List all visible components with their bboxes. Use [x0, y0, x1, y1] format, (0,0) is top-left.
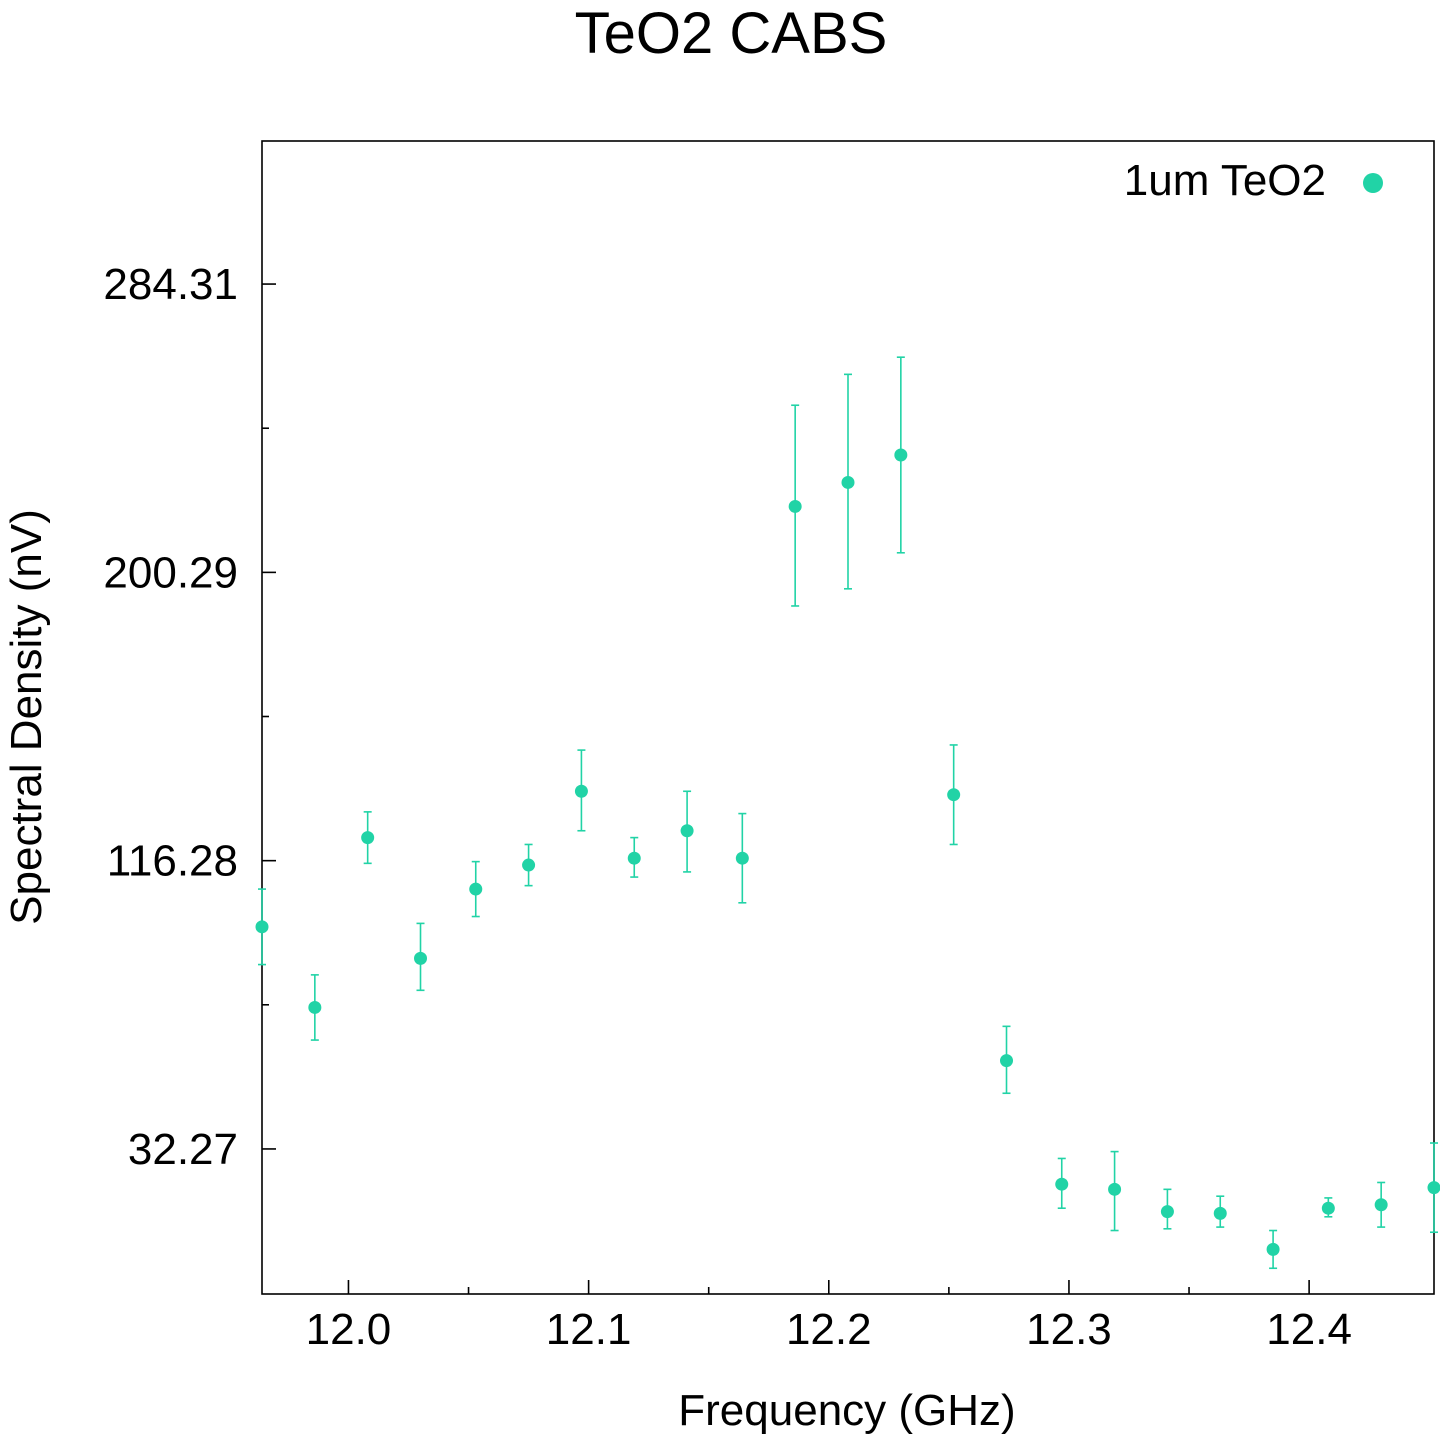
- x-tick-label: 12.0: [306, 1305, 392, 1354]
- data-point: [1108, 1182, 1122, 1196]
- data-point: [680, 824, 694, 838]
- data-point: [1055, 1177, 1069, 1191]
- data-point: [894, 448, 908, 462]
- y-tick-label: 116.28: [107, 837, 238, 886]
- chart-title: TeO2 CABS: [575, 1, 888, 66]
- data-markers: [255, 448, 1440, 1256]
- data-point: [1266, 1242, 1280, 1256]
- x-tick-label: 12.1: [546, 1305, 632, 1354]
- data-point: [788, 499, 802, 513]
- data-point: [1160, 1205, 1174, 1219]
- data-point: [735, 851, 749, 865]
- data-point: [361, 831, 375, 845]
- data-point: [574, 784, 588, 798]
- data-point: [1000, 1054, 1014, 1068]
- error-bars: [258, 356, 1438, 1270]
- axes: 12.0 12.1 12.2 12.3 12.4 32.27 116.28 200.29 284…: [103, 140, 1435, 1354]
- plot-frame: [261, 140, 1435, 1295]
- data-point: [947, 788, 961, 802]
- data-point: [414, 951, 428, 965]
- data-point: [522, 858, 536, 872]
- data-point: [1427, 1181, 1440, 1195]
- data-point: [469, 882, 483, 896]
- data-point: [1321, 1201, 1335, 1215]
- data-point: [627, 851, 641, 865]
- legend-marker: [1363, 173, 1383, 193]
- data-point: [308, 1000, 322, 1014]
- y-tick-label: 284.31: [103, 260, 238, 309]
- legend: 1um TeO2: [1124, 156, 1383, 205]
- y-tick-label: 32.27: [128, 1125, 238, 1174]
- legend-label: 1um TeO2: [1124, 156, 1326, 205]
- data-point: [841, 475, 855, 489]
- x-tick-label: 12.3: [1026, 1305, 1112, 1354]
- data-point: [1374, 1198, 1388, 1212]
- y-axis-label: Spectral Density (nV): [2, 509, 51, 925]
- data-point: [255, 920, 269, 934]
- x-tick-label: 12.4: [1266, 1305, 1352, 1354]
- x-tick-label: 12.2: [786, 1305, 872, 1354]
- data-point: [1213, 1206, 1227, 1220]
- y-tick-label: 200.29: [103, 548, 238, 597]
- x-axis-label: Frequency (GHz): [678, 1386, 1015, 1435]
